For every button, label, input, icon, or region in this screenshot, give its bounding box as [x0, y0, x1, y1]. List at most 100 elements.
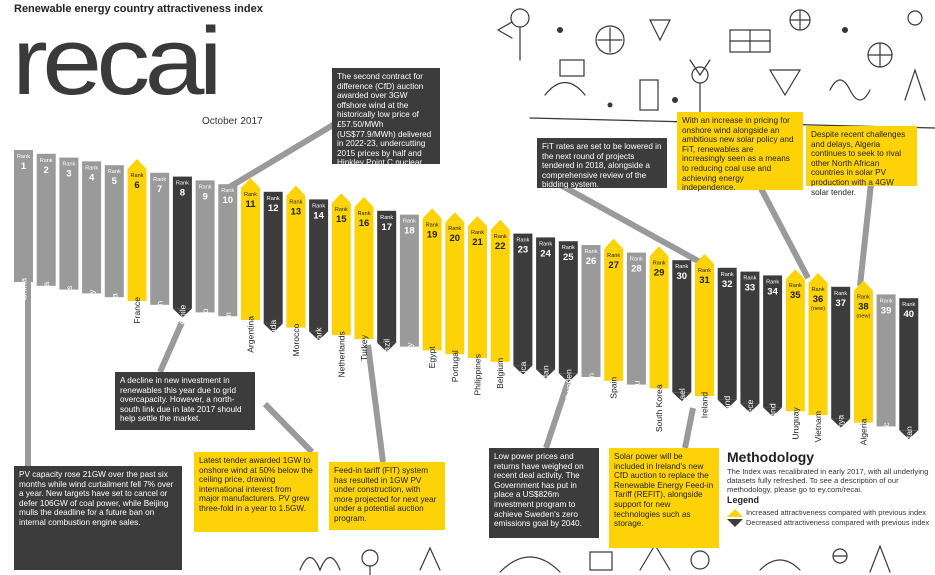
rank-number: 14 [313, 210, 324, 221]
trend-down-arrow [309, 331, 329, 341]
callout-sweden: Low power prices and returns have weighe… [489, 448, 599, 538]
rank-label: Rank [607, 253, 620, 259]
rank-number: 28 [631, 264, 642, 275]
callout-ireland: Solar power will be included in Ireland'… [609, 448, 719, 548]
rank-bar [14, 150, 33, 282]
country-name: Israel [677, 388, 687, 409]
rank-label: Rank [494, 234, 507, 240]
rank-number: 35 [790, 290, 801, 301]
rank-number: 2 [44, 165, 49, 176]
rank-number: 18 [404, 226, 415, 237]
rank-number: 3 [66, 169, 71, 180]
country-name: Spain [609, 377, 619, 399]
rank-bar [150, 172, 170, 305]
rank-number: 29 [654, 267, 665, 278]
rank-number: 26 [586, 256, 597, 267]
rank-bar [286, 195, 306, 328]
rank-label: Rank [130, 173, 143, 179]
rank-label: Rank [584, 249, 597, 255]
country-name: Denmark [314, 327, 324, 363]
rank-number: 40 [904, 309, 915, 320]
trend-down-arrow [377, 342, 397, 352]
rank-number: 23 [518, 245, 529, 256]
country-name: Belgium [495, 358, 505, 389]
rank-bar [127, 169, 147, 301]
trend-up-arrow [604, 238, 624, 249]
trend-down-arrow [263, 323, 283, 333]
rank-label: Rank [880, 298, 893, 304]
rank-bar [536, 237, 556, 370]
rank-bar [626, 252, 646, 385]
rank-label: Rank [539, 241, 552, 247]
rank-bar [82, 161, 102, 294]
rank-number: 5 [112, 176, 118, 187]
rank-number: 30 [677, 271, 688, 282]
rank-label: Rank [675, 264, 688, 270]
callout-uruguay: With an increase in pricing for onshore … [677, 112, 803, 192]
country-name: Japan [155, 301, 165, 325]
rank-bar [195, 180, 215, 313]
country-name: Sweden [563, 369, 573, 400]
legend-increased-label: Increased attractiveness compared with p… [746, 508, 926, 517]
callout-united-kingdom: The second contract for difference (CfD)… [332, 68, 440, 177]
callout-argentina: Latest tender awarded 1GW to onshore win… [194, 452, 318, 532]
recai-logo: recai [12, 8, 223, 115]
rank-number: 19 [427, 229, 438, 240]
trend-down-arrow [172, 308, 192, 318]
rank-label: Rank [471, 230, 484, 236]
trend-up-arrow [127, 159, 147, 169]
country-name: Germany [87, 289, 97, 325]
rank-label: Rank [516, 238, 529, 244]
trend-down-arrow [513, 365, 533, 375]
rank-bar [104, 165, 124, 298]
rank-bar [763, 275, 783, 408]
country-name: Thailand [768, 403, 778, 436]
rank-bar [740, 271, 760, 404]
country-name: China [19, 278, 29, 301]
rank-number: 7 [157, 184, 162, 195]
country-name: Kazakhstan [904, 426, 914, 471]
rank-number: 31 [699, 275, 710, 286]
report-date: October 2017 [202, 116, 263, 127]
country-name: Canada [268, 320, 278, 350]
index-subtitle: Renewable energy country attractiveness … [14, 3, 263, 15]
rank-bar [399, 214, 419, 347]
callout-denmark: FiT rates are set to be lowered in the n… [537, 138, 667, 189]
country-name: Italy [404, 342, 414, 358]
rank-label: Rank [743, 276, 756, 282]
country-name: Brazil [382, 339, 392, 361]
rank-label: Rank [562, 245, 575, 251]
rank-label: Rank [244, 192, 257, 198]
country-name: Jordan [541, 365, 551, 391]
country-name: Uruguay [790, 406, 800, 439]
country-name: Netherlands [336, 331, 346, 377]
rank-label: Rank [448, 226, 461, 232]
country-name: Chile [177, 304, 187, 324]
country-name: United States [64, 286, 74, 338]
rank-bar [172, 176, 192, 309]
rank-bar [241, 188, 260, 320]
rank-number: 16 [359, 218, 370, 229]
rank-label: Rank [857, 295, 870, 301]
trend-down-arrow [672, 392, 692, 402]
rank-number: 15 [336, 214, 347, 225]
trend-down-arrow [536, 369, 556, 379]
trend-down-arrow [831, 418, 851, 428]
trend-down-arrow [899, 430, 919, 440]
